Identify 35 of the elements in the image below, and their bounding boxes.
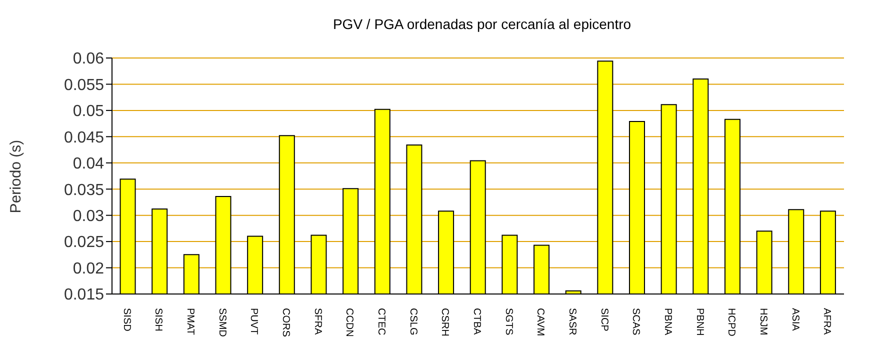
x-tick-label: PMAT bbox=[184, 308, 196, 336]
y-axis-title: Periodo (s) bbox=[8, 138, 24, 216]
y-tick-label: 0.06 bbox=[72, 50, 104, 68]
x-tick-label: HSJM bbox=[757, 308, 768, 336]
x-tick-label: SASR bbox=[566, 308, 578, 336]
x-tick-label: CTBA bbox=[471, 308, 482, 335]
y-tick-label: 0.055 bbox=[64, 76, 104, 94]
x-tick-label: CSRH bbox=[439, 308, 450, 336]
chart-title: PGV / PGA ordenadas por cercanía al epicentro bbox=[332, 16, 632, 32]
y-tick-label: 0.015 bbox=[64, 286, 104, 304]
x-tick-label: HCPD bbox=[726, 308, 737, 336]
y-tick-label: 0.03 bbox=[72, 208, 104, 226]
x-tick-label: CSLG bbox=[407, 308, 418, 336]
y-tick-label: 0.035 bbox=[64, 182, 104, 199]
x-tick-label: SICP bbox=[598, 308, 610, 332]
x-tick-label: SISH bbox=[152, 308, 164, 332]
x-tick-label: PBNH bbox=[694, 308, 705, 336]
x-tick-label: CAVM bbox=[534, 308, 546, 336]
y-tick-label: 0.025 bbox=[64, 234, 104, 252]
x-tick-label: SISD bbox=[120, 308, 132, 332]
x-tick-label: CCDN bbox=[344, 308, 355, 337]
x-tick-label: SCAS bbox=[630, 308, 642, 336]
x-tick-label: PBNA bbox=[662, 308, 673, 336]
x-tick-label: SFRA bbox=[312, 308, 323, 335]
y-tick-label: 0.04 bbox=[72, 156, 104, 173]
x-tick-label: CORS bbox=[280, 308, 292, 338]
x-tick-label: SGTS bbox=[502, 308, 514, 336]
y-tick-label: 0.05 bbox=[72, 103, 104, 120]
x-tick-label: ASIA bbox=[789, 308, 800, 332]
x-tick-label: PUVT bbox=[248, 308, 260, 335]
x-tick-label: SSMD bbox=[216, 308, 228, 337]
x-tick-label: CTEC bbox=[376, 308, 387, 336]
y-tick-label: 0.045 bbox=[64, 129, 104, 146]
y-tick-label: 0.02 bbox=[72, 260, 104, 278]
x-tick-label: AFRA bbox=[821, 308, 832, 335]
